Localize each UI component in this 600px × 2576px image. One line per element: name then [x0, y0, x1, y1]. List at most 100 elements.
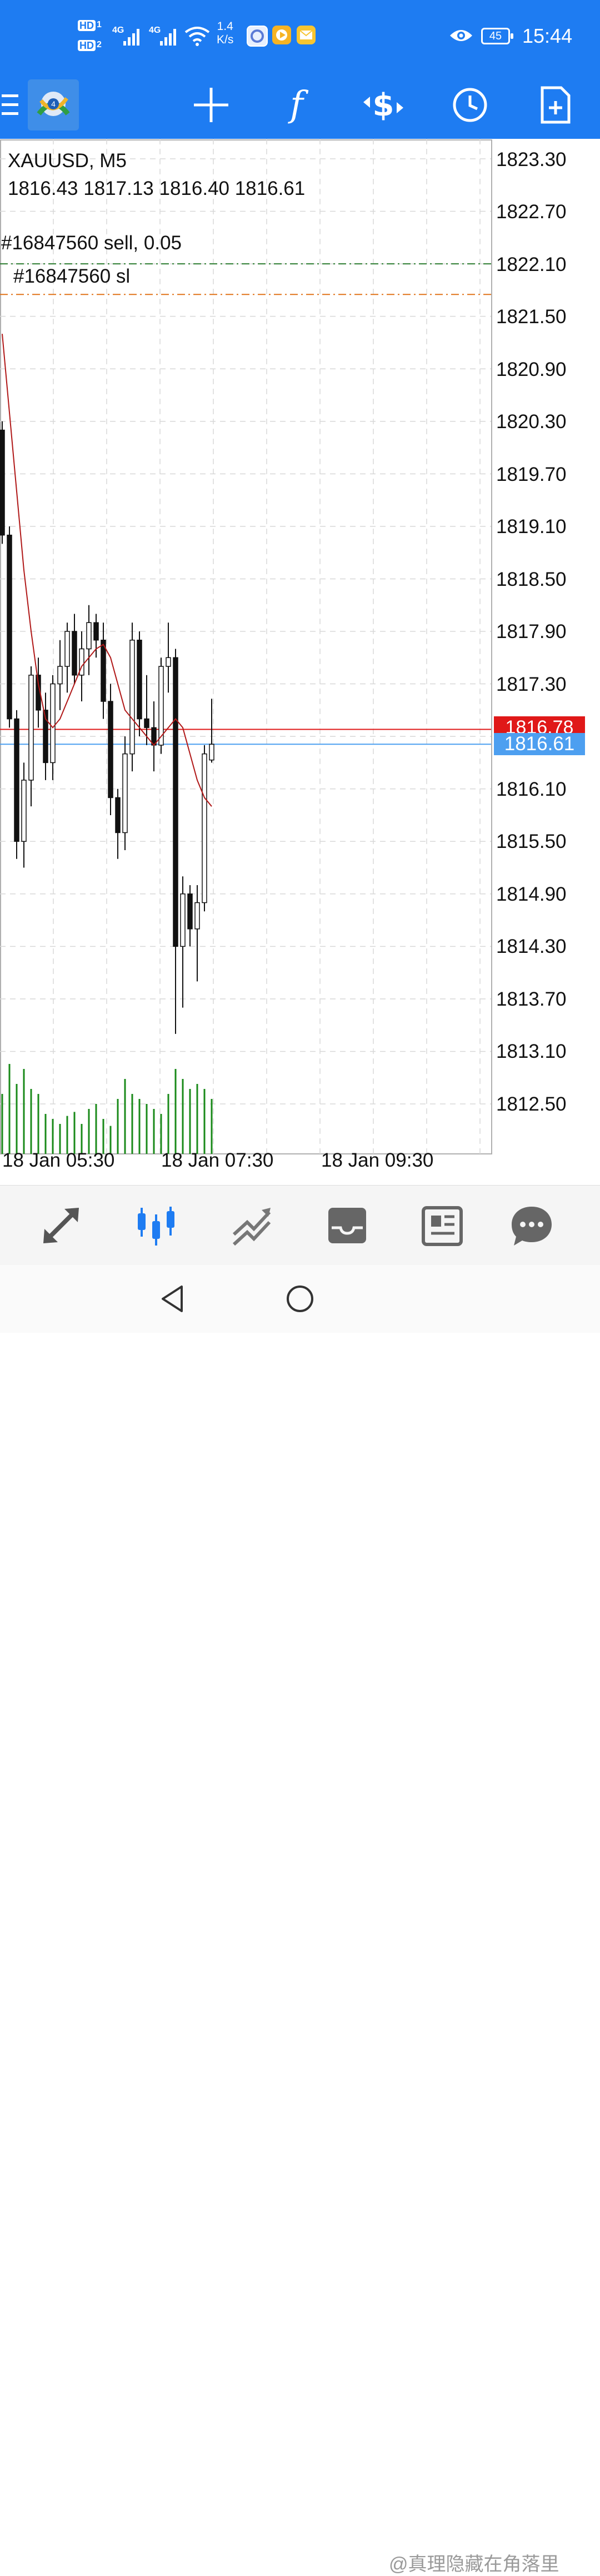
price-axis-label: 1812.50 — [496, 1093, 567, 1115]
video-app-icon — [272, 26, 291, 44]
system-home-button[interactable] — [267, 1265, 333, 1333]
chart-symbol-label: XAUUSD, M5 — [8, 150, 127, 172]
home-icon — [287, 1286, 313, 1312]
price-axis-label: 1813.10 — [496, 1041, 567, 1062]
moving-average-line — [2, 334, 212, 807]
candle-body — [115, 797, 121, 833]
candle-body — [101, 640, 106, 702]
watermark: @真理隐藏在角落里 — [389, 2554, 559, 2575]
price-axis-label: 1820.90 — [496, 359, 567, 380]
menu-button[interactable] — [0, 71, 22, 139]
candle-body — [7, 534, 12, 720]
status-bar: HD 1 HD 2 4G 4G 1.4 K/s 45 15:44 — [0, 0, 600, 71]
price-axis-label: 1815.50 — [496, 831, 567, 852]
quotes-arrows-icon — [43, 1208, 79, 1243]
stoploss-line-label: #16847560 sl — [13, 265, 131, 287]
candle-body — [28, 675, 34, 781]
candle-body — [129, 640, 135, 755]
crosshair-button[interactable] — [183, 71, 239, 139]
signal-icon-2 — [160, 28, 180, 46]
candle-body — [0, 429, 5, 536]
candle-body — [158, 666, 164, 746]
svg-text:f: f — [288, 85, 309, 125]
top-toolbar: 4 f $ — [0, 71, 600, 139]
candle-body — [93, 622, 99, 641]
timeframe-button[interactable] — [442, 71, 498, 139]
chat-icon — [512, 1207, 552, 1246]
trade-dollar-icon: $ — [363, 87, 403, 123]
candle-body — [202, 753, 207, 903]
network-speed: 1.4 K/s — [217, 20, 233, 47]
price-axis-label: 1823.30 — [496, 149, 567, 170]
candle-body — [108, 701, 113, 799]
system-back-button[interactable] — [139, 1265, 206, 1333]
candle-body — [21, 780, 27, 842]
bottom-navigation — [0, 1185, 600, 1266]
network-type-1: 4G — [112, 26, 124, 35]
browser-icon — [247, 26, 268, 47]
price-axis-label: 1818.50 — [496, 569, 567, 590]
candle-body — [180, 893, 186, 947]
sim-number-1: 1 — [97, 20, 102, 29]
candle-body — [187, 893, 193, 930]
candle-body — [209, 744, 214, 761]
candle-body — [64, 631, 70, 667]
bid-price-tag: 1816.61 — [494, 733, 585, 755]
crosshair-icon — [194, 88, 228, 122]
history-inbox-icon — [328, 1208, 366, 1243]
candle-body — [79, 648, 84, 676]
candle-body — [43, 710, 48, 764]
chart-frame — [0, 139, 492, 1154]
price-axis-label: 1822.70 — [496, 201, 567, 223]
chart-ohlc-label: 1816.43 1817.13 1816.40 1816.61 — [8, 178, 306, 199]
price-axis-label: 1820.30 — [496, 411, 567, 433]
price-axis-label: 1822.10 — [496, 254, 567, 275]
svg-text:$: $ — [373, 87, 394, 123]
logo-button[interactable]: 4 — [26, 71, 81, 139]
nav-trade[interactable] — [204, 1186, 299, 1266]
order-line-label: #16847560 sell, 0.05 — [1, 232, 182, 254]
status-clock: 15:44 — [522, 24, 573, 47]
new-document-icon — [541, 86, 571, 124]
time-axis-label: 18 Jan 05:30 — [2, 1149, 115, 1171]
price-axis-label: 1817.90 — [496, 621, 567, 642]
nav-chart[interactable] — [109, 1186, 203, 1266]
hd-badge-2: HD — [78, 40, 96, 51]
price-axis-label: 1819.10 — [496, 516, 567, 538]
price-chart[interactable]: XAUUSD, M5 1816.43 1817.13 1816.40 1816.… — [0, 139, 600, 1171]
chart-canvas[interactable] — [0, 139, 600, 1155]
price-axis-label: 1814.30 — [496, 936, 567, 957]
trade-button[interactable]: $ — [356, 71, 411, 139]
candle-body — [72, 631, 77, 676]
candle-body — [194, 902, 200, 930]
indicator-f-icon: f — [288, 85, 309, 125]
candle-body — [122, 753, 128, 833]
nav-quotes[interactable] — [14, 1186, 108, 1266]
trade-lines-icon — [232, 1208, 271, 1246]
wifi-icon — [184, 27, 210, 46]
svg-text:4: 4 — [51, 99, 56, 108]
back-icon — [162, 1286, 183, 1312]
metatrader-logo-icon: 4 — [28, 79, 79, 130]
time-axis-label: 18 Jan 09:30 — [321, 1149, 434, 1171]
candle-body — [86, 622, 92, 650]
nav-chat[interactable] — [484, 1186, 579, 1266]
system-navigation-bar: @真理隐藏在角落里 — [0, 1265, 600, 2575]
hd-badge-1: HD — [78, 20, 96, 31]
time-axis-label: 18 Jan 07:30 — [161, 1149, 274, 1171]
price-axis-label: 1814.90 — [496, 883, 567, 905]
chart-candles-icon — [138, 1207, 174, 1246]
price-axis-label: 1819.70 — [496, 464, 567, 485]
nav-history[interactable] — [300, 1186, 394, 1266]
candle-body — [57, 666, 63, 685]
clock-icon — [453, 88, 487, 122]
new-order-button[interactable] — [528, 71, 583, 139]
news-icon — [422, 1206, 463, 1246]
nav-news[interactable] — [395, 1186, 489, 1266]
indicators-button[interactable]: f — [269, 71, 324, 139]
battery-icon: 45 — [481, 28, 513, 44]
sim-number-2: 2 — [97, 40, 102, 49]
mail-icon — [297, 26, 316, 44]
candle-body — [14, 718, 19, 842]
candle-body — [137, 640, 142, 720]
